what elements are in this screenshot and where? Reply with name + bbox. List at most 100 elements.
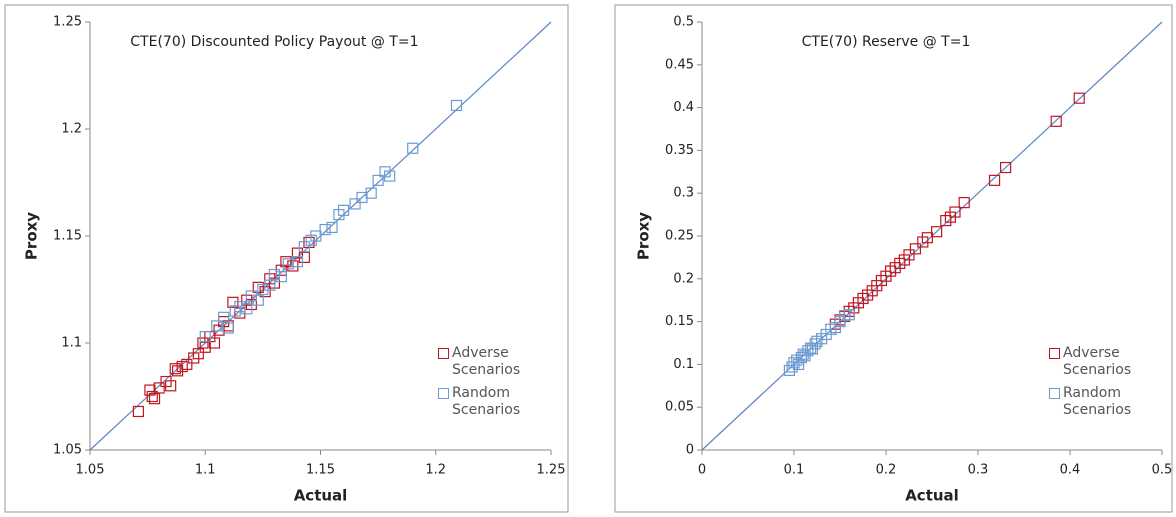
point (148, 393, 161, 405)
y-tick-label: 1.1 (61, 336, 82, 351)
legend-item: Random Scenarios (438, 385, 524, 419)
chart-title: CTE(70) Reserve @ T=1 (802, 34, 971, 50)
y-tick-label: 0.25 (665, 229, 694, 244)
point (268, 268, 280, 281)
point (252, 294, 264, 306)
chart-title: CTE(70) Discounted Policy Payout @ T=1 (130, 34, 418, 50)
point (234, 301, 246, 313)
point (199, 330, 211, 343)
x-axis-label: Actual (905, 487, 959, 505)
point (1050, 115, 1062, 127)
x-tick-label: 0.3 (968, 463, 989, 478)
point (165, 380, 177, 392)
legend-label: Random Scenarios (452, 385, 521, 418)
y-tick-label: 1.25 (53, 15, 82, 30)
point (917, 236, 929, 248)
point (275, 271, 287, 283)
point (384, 170, 396, 182)
y-tick-label: 0.4 (673, 100, 694, 115)
point (132, 405, 145, 418)
point (245, 290, 257, 302)
point (199, 341, 211, 353)
y-tick-label: 1.05 (53, 443, 82, 458)
legend-item: Random Scenarios (1049, 385, 1135, 419)
legend: Adverse Scenarios Random Scenarios (438, 345, 524, 425)
point (282, 258, 294, 270)
point (218, 311, 230, 323)
legend-item: Adverse Scenarios (1049, 345, 1135, 379)
x-tick-label: 1.25 (537, 463, 566, 478)
point (843, 309, 855, 321)
point (349, 198, 361, 210)
x-tick-label: 0.4 (1060, 463, 1081, 478)
x-tick-label: 0.5 (1152, 463, 1173, 478)
point (169, 363, 181, 375)
point (208, 337, 221, 349)
legend-swatch (438, 348, 449, 359)
x-tick-label: 1.1 (195, 463, 216, 478)
point (227, 296, 239, 308)
x-tick-label: 1.05 (76, 463, 105, 478)
chart-border (4, 4, 569, 513)
chart-border (614, 4, 1173, 513)
point (372, 174, 384, 186)
legend-swatch (1049, 388, 1060, 399)
legend-label: Random Scenarios (1063, 385, 1132, 418)
point (337, 204, 350, 216)
point (999, 161, 1012, 174)
point (197, 337, 209, 349)
point (930, 226, 943, 238)
point (365, 187, 377, 199)
y-tick-label: 0.1 (673, 357, 694, 372)
legend-label: Adverse Scenarios (1063, 345, 1132, 378)
point (407, 142, 419, 154)
point (211, 320, 223, 332)
point (298, 241, 310, 253)
y-tick-label: 0.2 (673, 271, 694, 286)
point (356, 191, 368, 204)
y-tick-label: 0.05 (665, 400, 694, 415)
legend-swatch (438, 388, 449, 399)
y-axis-label: Proxy (635, 212, 653, 260)
point (795, 351, 807, 364)
x-tick-label: 0.2 (876, 463, 897, 478)
y-tick-label: 0 (686, 443, 694, 458)
point (264, 279, 276, 291)
point (958, 197, 970, 209)
point (909, 243, 922, 255)
point (298, 251, 310, 263)
y-axis-label: Proxy (23, 212, 41, 260)
point (1073, 92, 1085, 104)
legend-swatch (1049, 348, 1060, 359)
point (222, 322, 234, 334)
point (291, 247, 304, 259)
x-tick-label: 1.15 (306, 463, 335, 478)
point (241, 303, 253, 315)
legend-item: Adverse Scenarios (438, 345, 524, 379)
point (310, 230, 322, 242)
point (291, 256, 304, 268)
point (153, 382, 165, 394)
y-tick-label: 0.15 (665, 314, 694, 329)
point (319, 223, 331, 236)
x-axis-label: Actual (294, 487, 348, 505)
y-tick-label: 0.45 (665, 57, 694, 72)
x-tick-label: 0.1 (784, 463, 805, 478)
point (450, 99, 463, 112)
point (326, 221, 338, 234)
point (280, 256, 292, 268)
y-tick-label: 0.35 (665, 143, 694, 158)
point (146, 390, 158, 403)
x-tick-label: 1.2 (425, 463, 446, 478)
y-tick-label: 1.15 (53, 229, 82, 244)
point (257, 283, 269, 296)
point (988, 174, 1001, 186)
y-tick-label: 0.5 (673, 15, 694, 30)
point (940, 214, 952, 227)
legend: Adverse Scenarios Random Scenarios (1049, 345, 1135, 425)
legend-label: Adverse Scenarios (452, 345, 521, 378)
y-tick-label: 1.2 (61, 122, 82, 137)
y-tick-label: 0.3 (673, 186, 694, 201)
